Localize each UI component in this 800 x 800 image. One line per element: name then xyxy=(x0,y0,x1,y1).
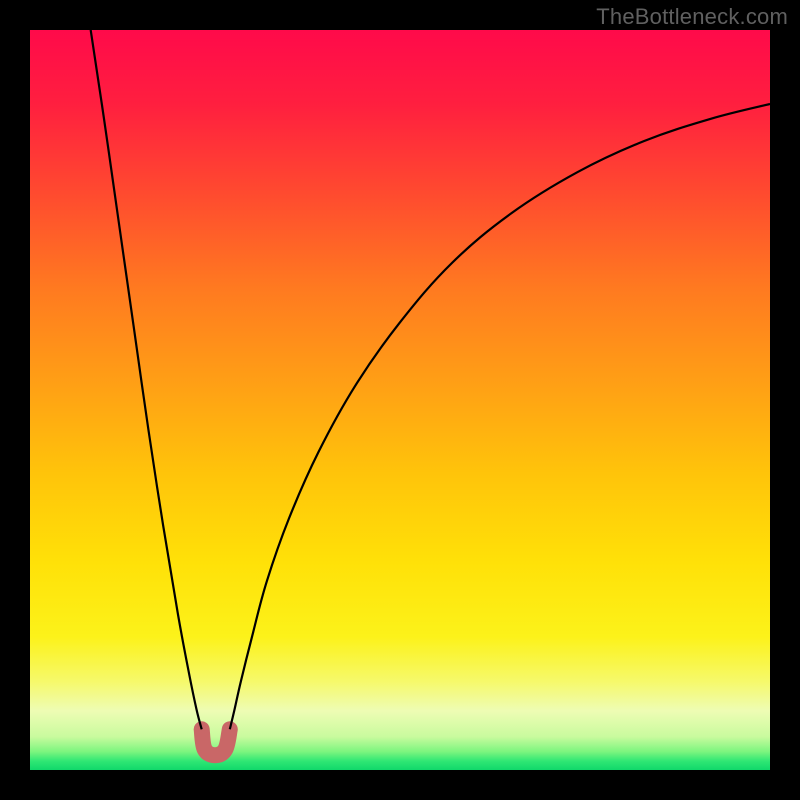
curve-layer xyxy=(30,30,770,770)
curve-right-branch xyxy=(230,104,770,729)
trough-marker xyxy=(202,729,230,755)
curve-left-branch xyxy=(91,30,202,729)
plot-area xyxy=(30,30,770,770)
watermark-text: TheBottleneck.com xyxy=(596,4,788,30)
chart-container: TheBottleneck.com xyxy=(0,0,800,800)
